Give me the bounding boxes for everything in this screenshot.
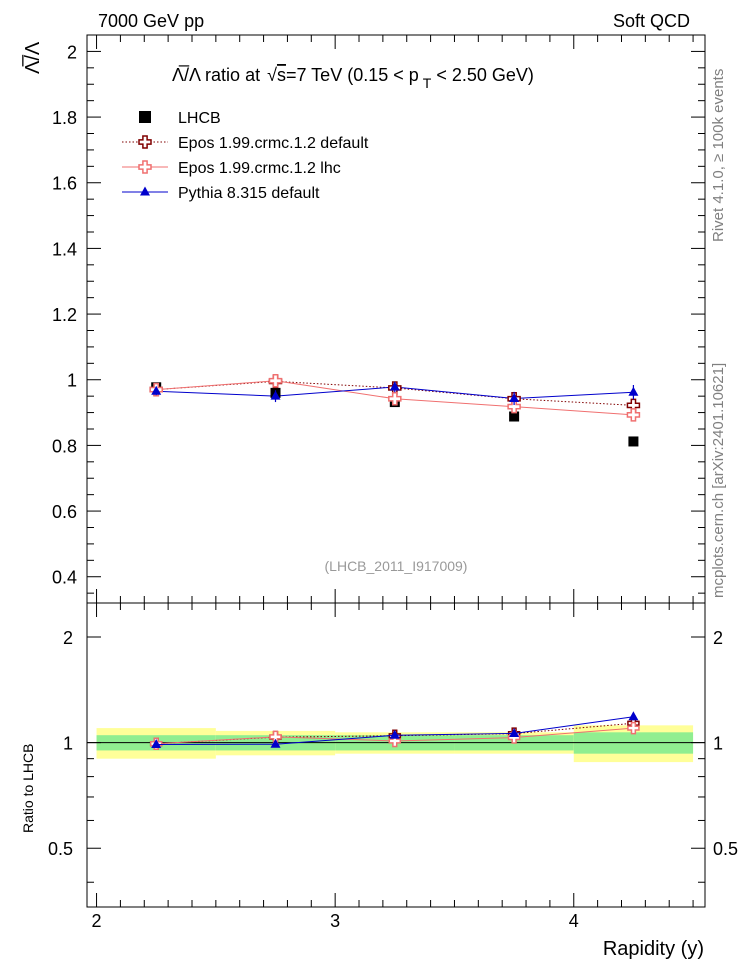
mcplots-url-text: mcplots.cern.ch [arXiv:2401.10621] [710,363,727,598]
series-point-1 [268,373,283,388]
header-right: Soft QCD [613,11,690,31]
legend-marker-3 [140,186,150,196]
y-tick-label: 1.2 [52,305,77,325]
ratio-point-2 [151,739,162,749]
ratio-y-tick-label-right: 1 [713,734,723,754]
ratio-point-1 [627,721,640,735]
x-tick-label: 4 [569,911,579,931]
y-tick-label: 0.4 [52,568,77,588]
main-plot-area: 0.4 0.6 0.8 1 1.2 1.4 1.6 1.8 2 [52,34,706,604]
ratio-y-tick-label: 2 [63,628,73,648]
legend-label-1: Epos 1.99.crmc.1.2 default [178,135,369,152]
ratio-y-tick-label: 0.5 [48,839,73,859]
series-point-2 [389,381,400,391]
legend-label-3: Pythia 8.315 default [178,185,320,202]
lhcb-data-point [628,436,639,447]
ratio-plot-area: 2 3 4 0.5 0.5 1 1 2 2 [48,602,738,931]
ratio-y-tick-label-right: 0.5 [713,839,738,859]
x-tick-label: 3 [330,911,340,931]
ratio-point-2 [389,729,400,739]
x-axis-label: Rapidity (y) [603,938,704,960]
lhcb-data-point [509,411,520,422]
legend-label-0: LHCB [178,110,221,127]
legend: LHCB Epos 1.99.crmc.1.2 default Epos 1.99.… [122,110,369,202]
legend-marker-1 [138,135,152,149]
series-point-1 [626,408,641,422]
y-tick-label: 0.8 [52,436,77,456]
ratio-point-2 [628,711,639,721]
y-tick-label: 1.8 [52,108,77,128]
series-point-1 [507,399,521,414]
y-tick-label: 1.4 [52,239,77,259]
ratio-frame [86,602,706,908]
ratio-point-2 [270,738,281,748]
rivet-info-text: Rivet 4.1.0, ≥ 100k events [710,69,727,242]
ratio-point-1 [388,734,402,748]
series-point-2 [270,390,281,400]
ratio-y-axis-label: Ratio to LHCB [20,744,36,833]
y-tick-label: 1 [67,371,77,391]
ratio-y-tick-label-right: 2 [713,628,723,648]
series-point-2 [509,392,520,402]
series-point-2 [628,386,639,396]
header-left: 7000 GeV pp [98,11,204,31]
x-tick-label: 2 [92,911,102,931]
y-tick-label: 1.6 [52,174,77,194]
legend-marker-0 [139,111,151,123]
ratio-y-tick-label: 1 [63,734,73,754]
series-point-2 [151,385,162,395]
ratio-point-2 [509,727,520,737]
y-tick-label: 2 [67,42,77,62]
y-tick-label: 0.6 [52,502,77,522]
series-point-1 [388,392,402,406]
y-axis-label: Λ̅/Λ [21,41,44,74]
analysis-watermark: (LHCB_2011_I917009) [325,558,468,574]
legend-label-2: Epos 1.99.crmc.1.2 lhc [178,160,341,177]
legend-marker-2 [138,160,152,174]
